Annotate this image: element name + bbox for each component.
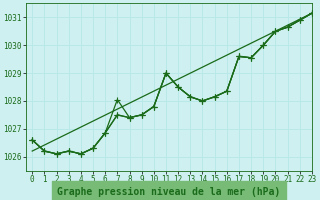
X-axis label: Graphe pression niveau de la mer (hPa): Graphe pression niveau de la mer (hPa) (57, 186, 281, 197)
